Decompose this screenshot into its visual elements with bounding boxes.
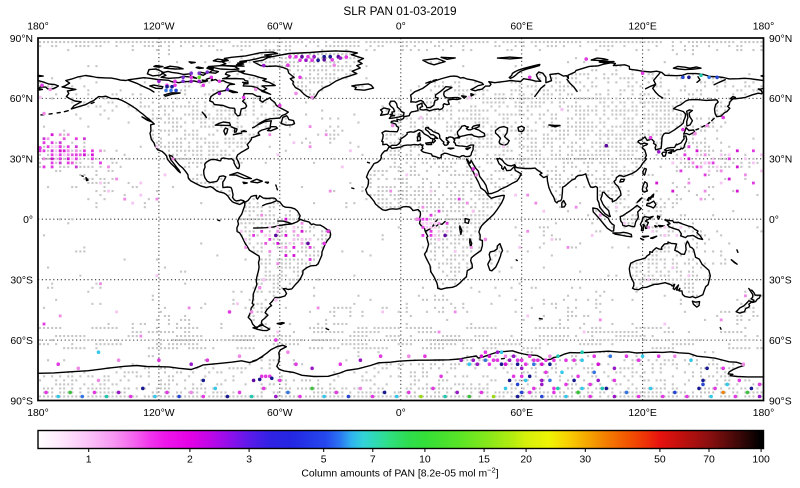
svg-text:90°S: 90°S [769, 396, 792, 407]
svg-text:0°: 0° [396, 22, 406, 33]
svg-text:60°E: 60°E [510, 22, 533, 33]
svg-text:60°W: 60°W [267, 22, 293, 33]
svg-text:20: 20 [520, 455, 532, 466]
svg-text:30°N: 30°N [769, 155, 792, 166]
svg-text:2: 2 [187, 455, 193, 466]
svg-text:90°N: 90°N [769, 34, 792, 45]
svg-text:120°E: 120°E [628, 408, 656, 419]
svg-text:70: 70 [703, 455, 715, 466]
svg-text:30°N: 30°N [10, 155, 33, 166]
svg-text:Column amounts of PAN [8.2e-05: Column amounts of PAN [8.2e-05 mol m−2] [301, 466, 498, 480]
svg-text:10: 10 [419, 455, 431, 466]
svg-text:30°S: 30°S [10, 276, 33, 287]
svg-text:15: 15 [478, 455, 490, 466]
svg-text:180°: 180° [27, 22, 49, 33]
svg-text:90°S: 90°S [10, 396, 33, 407]
svg-text:0°: 0° [769, 215, 779, 226]
svg-text:0°: 0° [23, 215, 33, 226]
svg-text:7: 7 [370, 455, 376, 466]
svg-text:60°S: 60°S [10, 336, 33, 347]
svg-text:60°E: 60°E [510, 408, 533, 419]
svg-text:50: 50 [654, 455, 666, 466]
svg-text:60°N: 60°N [10, 94, 33, 105]
svg-text:0°: 0° [396, 408, 406, 419]
svg-text:1: 1 [86, 455, 92, 466]
svg-text:3: 3 [246, 455, 252, 466]
svg-text:90°N: 90°N [10, 34, 33, 45]
svg-text:120°W: 120°W [143, 408, 174, 419]
svg-text:60°W: 60°W [267, 408, 293, 419]
svg-text:120°W: 120°W [143, 22, 174, 33]
svg-text:180°: 180° [27, 408, 49, 419]
svg-text:60°N: 60°N [769, 94, 792, 105]
svg-text:100: 100 [752, 455, 770, 466]
svg-text:180°: 180° [753, 22, 775, 33]
svg-text:SLR PAN 01-03-2019: SLR PAN 01-03-2019 [343, 4, 456, 18]
svg-text:180°: 180° [753, 408, 775, 419]
svg-text:30°S: 30°S [769, 276, 792, 287]
svg-text:30: 30 [580, 455, 592, 466]
svg-text:60°S: 60°S [769, 336, 792, 347]
svg-text:5: 5 [321, 455, 327, 466]
svg-text:120°E: 120°E [628, 22, 656, 33]
